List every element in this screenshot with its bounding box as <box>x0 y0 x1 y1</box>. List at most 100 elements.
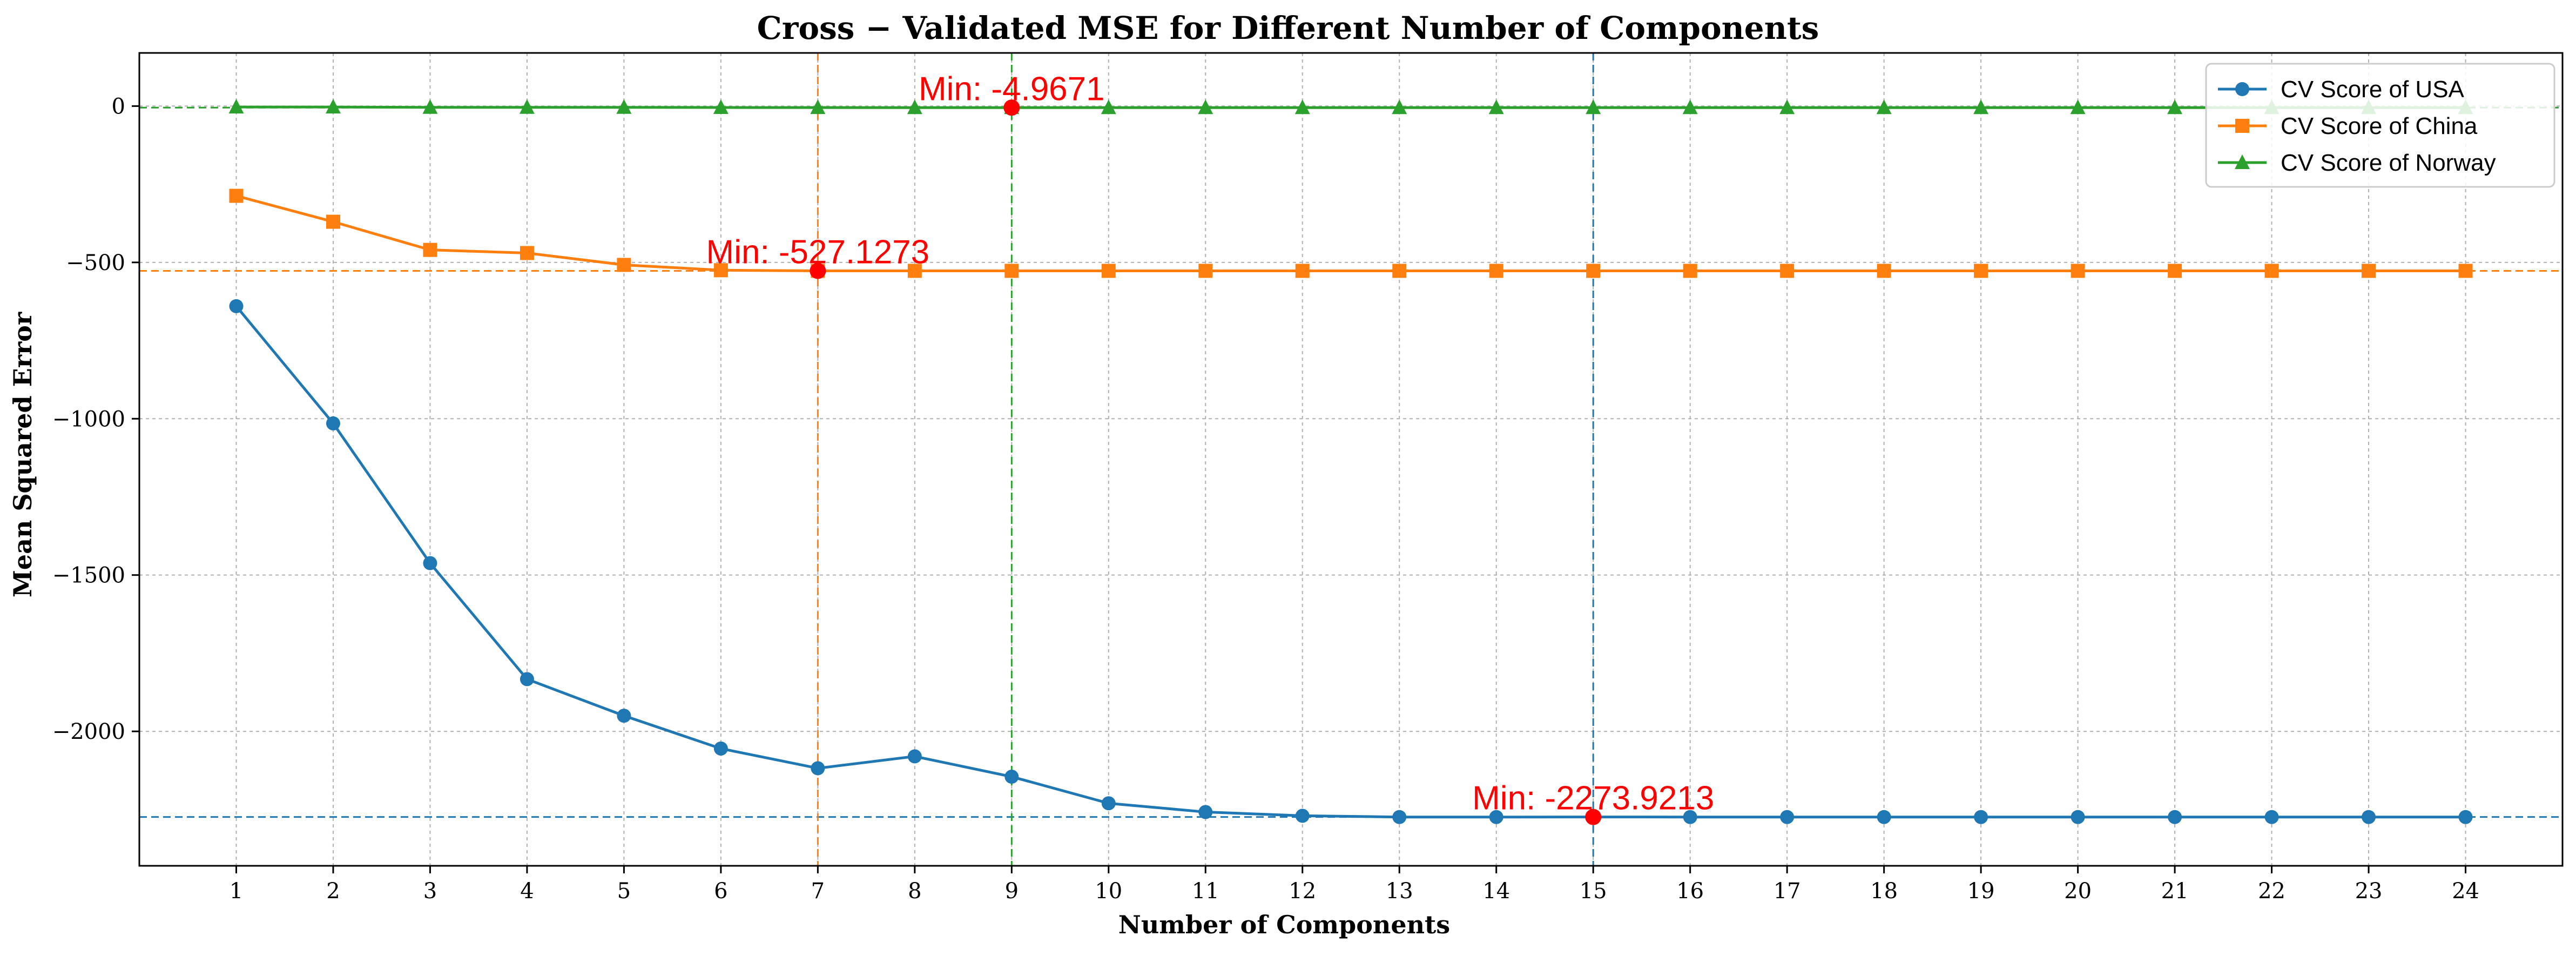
data-point <box>2458 264 2473 278</box>
data-point <box>1295 264 1310 278</box>
data-point <box>617 258 631 272</box>
data-point <box>2168 810 2182 824</box>
data-point <box>907 99 922 115</box>
data-point <box>229 188 244 203</box>
data-point <box>2167 99 2183 115</box>
data-point <box>811 761 825 776</box>
data-point <box>1101 796 1116 811</box>
data-point <box>1779 99 1795 115</box>
axes-frame <box>138 52 2564 867</box>
data-point <box>325 99 341 114</box>
data-point <box>423 556 437 570</box>
data-point <box>1489 264 1503 278</box>
x-tick-label: 11 <box>1192 879 1219 904</box>
data-point <box>2264 810 2279 824</box>
min-annotation: Min: -2273.9213 <box>1472 780 1714 817</box>
min-point <box>810 262 826 279</box>
min-point <box>1585 809 1602 825</box>
data-point <box>1101 99 1116 115</box>
x-tick-label: 22 <box>2258 879 2285 904</box>
x-tick-label: 9 <box>1005 879 1019 904</box>
x-tick-label: 3 <box>423 879 437 904</box>
data-point <box>2071 264 2085 278</box>
data-point <box>1973 99 1989 115</box>
x-tick-label: 10 <box>1095 879 1122 904</box>
data-point <box>1683 264 1697 278</box>
y-tick-label: 0 <box>112 94 125 119</box>
data-point <box>228 99 244 114</box>
data-point <box>1392 810 1407 824</box>
data-point <box>1101 264 1116 278</box>
data-point <box>2071 810 2085 824</box>
plot-area: Min: -2273.9213 Min: -527.1273 Min: -4.967… <box>52 52 2564 904</box>
data-point <box>1198 805 1213 819</box>
series-line <box>235 194 2466 273</box>
x-tick-label: 19 <box>1967 879 1995 904</box>
data-point <box>2264 264 2279 278</box>
data-point <box>616 99 632 114</box>
data-point <box>1780 264 1795 278</box>
data-point <box>907 264 922 278</box>
data-point <box>520 672 534 686</box>
min-annotation: Min: -527.1273 <box>706 234 930 271</box>
x-tick-label: 4 <box>520 879 534 904</box>
y-tick-label: −500 <box>66 251 125 275</box>
data-point <box>1586 99 1601 115</box>
x-axis-label: Number of Components <box>1118 910 1450 939</box>
x-tick-label: 13 <box>1386 879 1413 904</box>
data-point <box>1294 99 1310 115</box>
y-tick-label: −1500 <box>52 563 125 588</box>
x-tick-label: 18 <box>1870 879 1898 904</box>
data-point <box>713 99 729 115</box>
data-point <box>1004 770 1019 784</box>
data-point <box>1489 810 1503 824</box>
x-tick-label: 5 <box>617 879 631 904</box>
data-point <box>1198 99 1213 115</box>
data-point <box>519 99 535 114</box>
legend-label: CV Score of China <box>2281 113 2478 139</box>
data-point <box>907 749 922 764</box>
x-tick-label: 17 <box>1773 879 1801 904</box>
data-point <box>1780 810 1795 824</box>
y-axis-label: Mean Squared Error <box>8 312 37 597</box>
data-point <box>2458 810 2473 824</box>
data-point <box>1877 810 1891 824</box>
x-tick-label: 14 <box>1482 879 1510 904</box>
data-point <box>713 263 728 278</box>
data-point <box>1392 264 1407 278</box>
x-tick-label: 21 <box>2161 879 2189 904</box>
data-point <box>810 99 826 115</box>
data-point <box>2168 264 2182 278</box>
data-point <box>1974 810 1988 824</box>
chart-title: Cross − Validated MSE for Different Numb… <box>757 10 1819 46</box>
x-tick-label: 12 <box>1289 879 1316 904</box>
data-point <box>326 214 340 229</box>
data-point <box>2235 154 2250 169</box>
legend-label: CV Score of Norway <box>2281 150 2496 176</box>
data-point <box>1682 99 1698 115</box>
data-point <box>2362 810 2376 824</box>
data-point <box>1004 264 1019 278</box>
x-tick-label: 1 <box>230 879 243 904</box>
data-point <box>1974 264 1988 278</box>
x-tick-label: 6 <box>714 879 727 904</box>
x-tick-label: 23 <box>2355 879 2383 904</box>
data-point <box>1295 809 1310 823</box>
x-tick-label: 7 <box>811 879 825 904</box>
data-point <box>2362 264 2376 278</box>
data-point <box>326 416 340 430</box>
legend-box <box>2205 63 2555 188</box>
x-tick-label: 15 <box>1580 879 1607 904</box>
data-point <box>1392 99 1407 115</box>
data-point <box>1877 264 1891 278</box>
data-point <box>1198 264 1213 278</box>
x-tick-label: 24 <box>2452 879 2479 904</box>
legend: CV Score of USA CV Score of China CV Score… <box>2205 63 2555 188</box>
series-line <box>235 305 2466 819</box>
x-tick-label: 8 <box>908 879 921 904</box>
data-point <box>617 709 631 723</box>
data-point <box>2235 119 2249 133</box>
min-annotation: Min: -4.9671 <box>919 70 1105 107</box>
data-point <box>2235 82 2249 96</box>
